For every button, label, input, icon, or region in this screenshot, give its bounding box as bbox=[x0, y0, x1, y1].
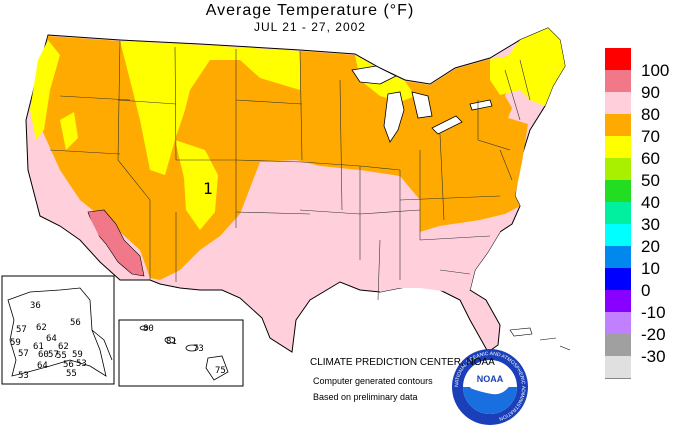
svg-text:36: 36 bbox=[30, 301, 41, 311]
band-60-wyoming bbox=[175, 140, 218, 230]
hawaii-inset bbox=[118, 319, 244, 387]
legend-swatch bbox=[605, 48, 631, 71]
credit-center: CLIMATE PREDICTION CENTER, NOAA bbox=[310, 357, 495, 368]
svg-text:53: 53 bbox=[76, 359, 87, 369]
legend-swatch bbox=[605, 92, 631, 115]
svg-text:57: 57 bbox=[16, 325, 27, 335]
band-80-southeast bbox=[370, 214, 505, 292]
lake-superior bbox=[351, 65, 397, 85]
band-90-southwest bbox=[87, 209, 145, 277]
legend-label: 70 bbox=[641, 127, 660, 146]
lake-erie bbox=[431, 115, 463, 135]
legend-swatch bbox=[605, 246, 631, 269]
svg-text:53: 53 bbox=[18, 371, 29, 381]
legend-label: -30 bbox=[641, 347, 666, 366]
legend-label: 30 bbox=[641, 215, 660, 234]
legend-swatch bbox=[605, 202, 631, 225]
noaa-logo: NOAA bbox=[452, 349, 528, 425]
credit-contours: Computer generated contours bbox=[313, 376, 433, 386]
svg-text:73: 73 bbox=[193, 344, 204, 354]
legend-label: 40 bbox=[641, 193, 660, 212]
state-borders bbox=[49, 40, 531, 301]
map-title: Average Temperature (°F) bbox=[205, 2, 415, 19]
legend-label: 10 bbox=[641, 259, 660, 278]
alaska-inset bbox=[1, 275, 115, 385]
svg-text:59: 59 bbox=[10, 338, 21, 348]
legend-label: 50 bbox=[641, 171, 660, 190]
band-60-north bbox=[120, 41, 300, 175]
band-60-oregon bbox=[60, 112, 78, 150]
legend-swatch bbox=[605, 356, 631, 379]
legend-label: 20 bbox=[641, 237, 660, 256]
alaska-panhandle bbox=[91, 329, 113, 361]
svg-text:56: 56 bbox=[63, 360, 74, 370]
hawaii-values: 80 81 73 75 bbox=[143, 324, 226, 376]
legend-swatch bbox=[605, 180, 631, 203]
legend-label: 90 bbox=[641, 83, 660, 102]
band-60-northeast bbox=[490, 28, 565, 106]
lake-ontario bbox=[469, 99, 493, 111]
hawaii-islands bbox=[139, 325, 229, 381]
svg-text:57: 57 bbox=[48, 350, 59, 360]
band-60-pacific bbox=[30, 40, 60, 140]
legend-swatch bbox=[605, 290, 631, 313]
legend-label: -20 bbox=[641, 325, 666, 344]
legend-label: 80 bbox=[641, 105, 660, 124]
svg-text:NOAA: NOAA bbox=[477, 374, 504, 384]
svg-text:55: 55 bbox=[56, 351, 67, 361]
legend-swatch bbox=[605, 334, 631, 357]
svg-text:59: 59 bbox=[72, 350, 83, 360]
caribbean-islands bbox=[509, 327, 571, 351]
svg-text:60: 60 bbox=[38, 350, 49, 360]
legend-swatch bbox=[605, 224, 631, 247]
legend-label: 100 bbox=[641, 61, 670, 80]
svg-text:64: 64 bbox=[46, 334, 57, 344]
svg-text:55: 55 bbox=[66, 369, 77, 379]
lake-huron bbox=[411, 91, 433, 119]
legend-label: 60 bbox=[641, 149, 660, 168]
legend-swatch bbox=[605, 136, 631, 159]
legend-swatch bbox=[605, 70, 631, 93]
svg-text:57: 57 bbox=[18, 349, 29, 359]
legend-swatch bbox=[605, 158, 631, 181]
svg-text:64: 64 bbox=[37, 361, 48, 371]
map-subtitle: JUL 21 - 27, 2002 bbox=[254, 20, 366, 34]
credit-preliminary: Based on preliminary data bbox=[313, 392, 418, 402]
svg-text:81: 81 bbox=[166, 337, 177, 347]
contour-label: 1 bbox=[203, 179, 213, 198]
lake-michigan bbox=[383, 91, 405, 143]
svg-text:56: 56 bbox=[70, 318, 81, 328]
svg-text:62: 62 bbox=[58, 342, 69, 352]
legend-label: 0 bbox=[641, 281, 651, 300]
svg-text:75: 75 bbox=[215, 366, 226, 376]
legend-label: -10 bbox=[641, 303, 666, 322]
legend-swatch bbox=[605, 114, 631, 137]
svg-text:61: 61 bbox=[33, 342, 44, 352]
alaska-values: 36 56 57 62 64 59 61 57 60 57 62 55 59 6… bbox=[10, 301, 87, 381]
band-80-west bbox=[64, 200, 106, 252]
svg-text:80: 80 bbox=[143, 324, 154, 334]
svg-text:62: 62 bbox=[36, 323, 47, 333]
legend-swatch bbox=[605, 312, 631, 335]
alaska-outline bbox=[7, 287, 107, 377]
legend-swatch bbox=[605, 268, 631, 291]
